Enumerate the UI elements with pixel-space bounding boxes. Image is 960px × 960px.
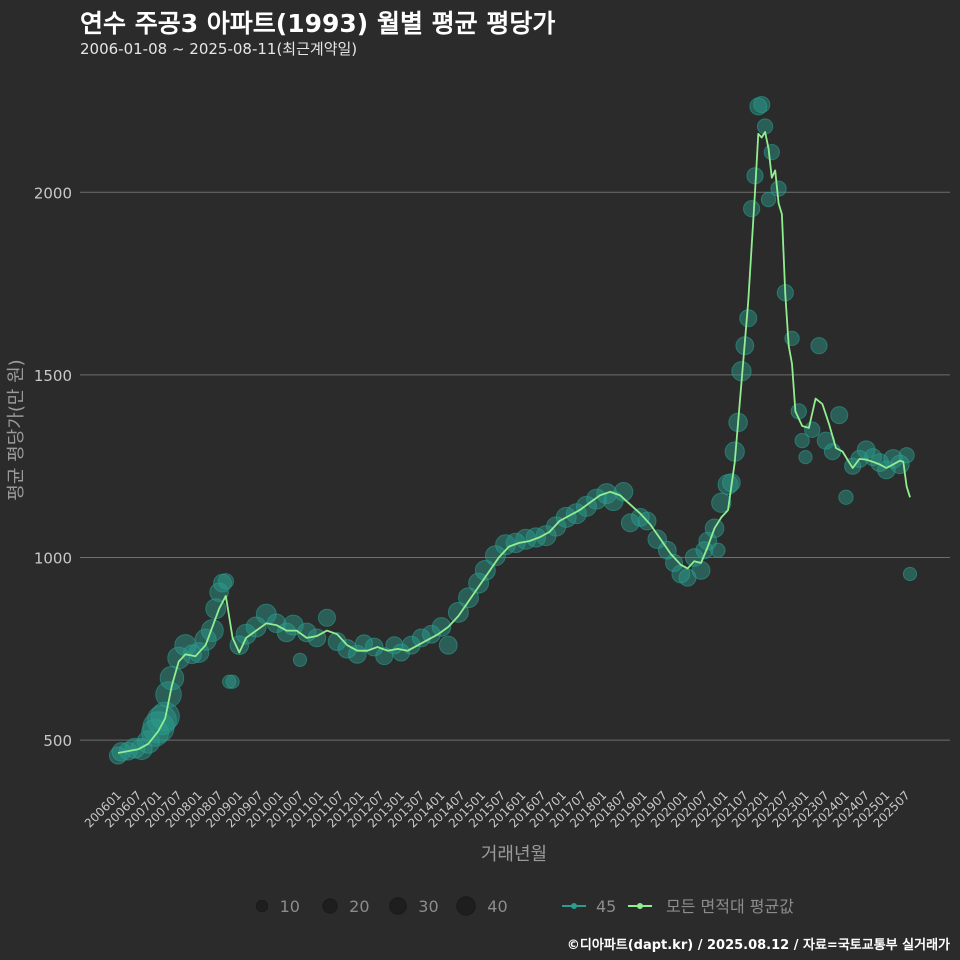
scatter-point-45-102 [810, 337, 828, 355]
y-tick-label-2000: 2000 [34, 184, 72, 202]
scatter-point-45-91 [753, 96, 771, 114]
scatter-point-45-100 [798, 449, 813, 465]
chart-subtitle: 2006-01-08 ~ 2025-08-11(최근계약일) [80, 40, 358, 58]
scatter-point-45-109 [856, 440, 876, 460]
scatter-point-45-79 [710, 542, 726, 558]
scatter-point-45-113 [883, 449, 903, 469]
scatter-points-45 [108, 96, 918, 765]
scatter-point-45-101 [804, 421, 821, 438]
scatter-point-45-10 [155, 681, 182, 708]
scatter-point-45-34 [317, 608, 336, 627]
size-legend-label-40: 40 [487, 897, 507, 916]
legend-label-45: 45 [596, 897, 616, 916]
scatter-point-45-66 [620, 513, 640, 533]
scatter-point-45-47 [438, 635, 458, 655]
scatter-point-45-31 [292, 652, 308, 667]
scatter-point-45-45 [422, 624, 441, 644]
y-tick-label-500: 500 [43, 732, 72, 750]
legend-swatch-avg-dot [637, 903, 643, 909]
size-legend-label-20: 20 [349, 897, 369, 916]
legend: 10 20 30 40 45 모든 면적대 평균값 [255, 896, 794, 916]
scatter-point-45-0 [108, 746, 128, 765]
scatter-point-45-80 [711, 492, 732, 513]
x-axis-title: 거래년월 [481, 844, 547, 865]
chart-title: 연수 주공3 아파트(1993) 월별 평균 평당가 [80, 9, 556, 38]
scatter-point-45-69 [647, 529, 668, 550]
scatter-point-45-115 [898, 447, 915, 464]
scatter-point-45-12 [167, 646, 191, 670]
scatter-point-45-88 [743, 200, 761, 218]
scatter-point-45-39 [364, 637, 384, 657]
size-legend-circle-20 [322, 898, 338, 914]
y-axis-title: 평균 평당가(만 원) [6, 359, 27, 500]
scatter-point-45-99 [794, 433, 810, 449]
size-legend-circle-10 [255, 899, 269, 913]
scatter-point-45-23 [225, 674, 240, 689]
average-line [117, 131, 911, 754]
size-legend-label-10: 10 [280, 897, 300, 916]
legend-label-average: 모든 면적대 평균값 [666, 897, 794, 916]
scatter-point-45-46 [431, 617, 452, 637]
scatter-point-45-75 [691, 560, 711, 580]
legend-swatch-45-dot [571, 903, 577, 909]
scatter-point-45-95 [770, 180, 787, 197]
size-legend-circle-40 [456, 896, 476, 916]
scatter-point-45-36 [337, 639, 357, 659]
size-legend-label-30: 30 [418, 897, 438, 916]
scatter-point-45-94 [763, 143, 780, 161]
scatter-point-45-26 [245, 616, 267, 638]
scatter-point-45-106 [838, 489, 854, 505]
scatter-point-45-51 [474, 559, 496, 581]
scatter-point-45-17 [200, 619, 224, 642]
scatter-point-45-71 [665, 554, 684, 573]
scatter-point-45-21 [217, 573, 234, 590]
x-axis-ticks: 2006012006072007012007072008012008072009… [82, 788, 913, 830]
scatter-point-45-104 [823, 443, 842, 461]
y-axis-ticks: 500 1000 1500 2000 [34, 184, 72, 750]
y-tick-label-1500: 1500 [34, 367, 72, 385]
average-line-layer [117, 131, 911, 754]
source-caption: ©디아파트(dapt.kr) / 2025.08.12 / 자료=국토교통부 실… [566, 938, 950, 953]
scatter-point-45-65 [613, 482, 634, 502]
scatter-point-45-3 [124, 737, 146, 759]
scatter-point-45-38 [355, 634, 374, 653]
gridlines [80, 191, 950, 741]
y-tick-label-1000: 1000 [34, 550, 72, 568]
size-legend-circle-30 [389, 897, 407, 915]
scatter-point-45-35 [327, 632, 347, 651]
scatter-point-45-105 [830, 406, 849, 425]
scatter-point-45-93 [760, 191, 777, 208]
scatter-point-45-22 [222, 674, 237, 689]
scatter-point-45-116 [902, 566, 918, 582]
